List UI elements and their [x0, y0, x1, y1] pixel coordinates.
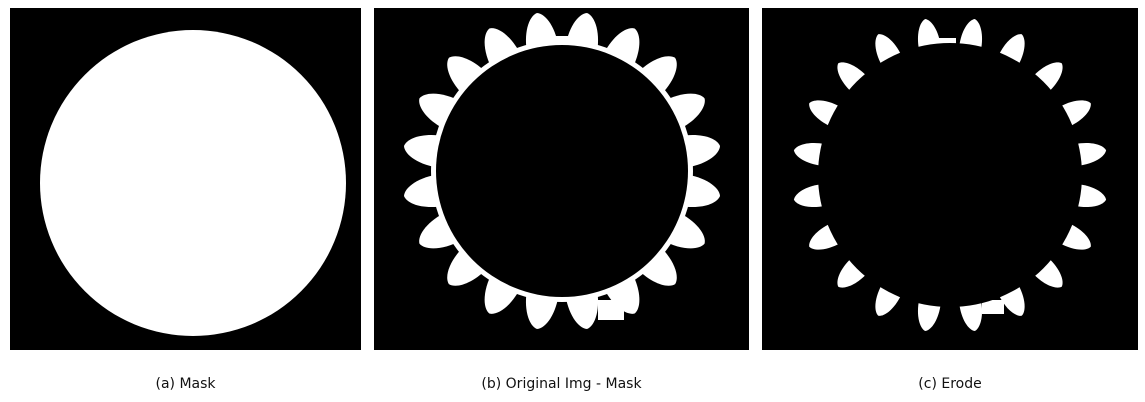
eroded-gear-tooth-10: [959, 299, 983, 332]
caption-mask: (a) Mask: [155, 376, 216, 392]
erode-image: [793, 18, 1107, 332]
original-minus-mask-image: [403, 12, 721, 330]
mask-image: [40, 30, 346, 336]
caption-original-img-minus-mask: (b) Original Img - Mask: [481, 376, 642, 392]
eroded-gear-tooth-13: [837, 257, 868, 288]
erode-image-panel: [762, 8, 1138, 350]
eroded-gear-tooth-18: [837, 62, 868, 93]
original-minus-mask-image-panel: [374, 8, 749, 350]
eroded-gear-tooth-16: [793, 142, 826, 166]
eroded-gear-tooth-3: [1032, 62, 1063, 93]
gear-tooth-8: [635, 244, 677, 286]
eroded-gear-tooth-1: [959, 18, 983, 51]
gear-tooth-18: [447, 56, 489, 98]
mask-image-panel: [10, 8, 361, 350]
eroded-gear-tooth-8: [1032, 257, 1063, 288]
eroded-gear-tooth-11: [917, 299, 941, 332]
eroded-gear-tooth-6: [1074, 184, 1107, 208]
gear-tooth-3: [635, 56, 677, 98]
gear-tooth-13: [447, 244, 489, 286]
eroded-gear-tooth-5: [1074, 142, 1107, 166]
eroded-gear-tooth-15: [793, 184, 826, 208]
caption-erode: (c) Erode: [918, 376, 982, 392]
